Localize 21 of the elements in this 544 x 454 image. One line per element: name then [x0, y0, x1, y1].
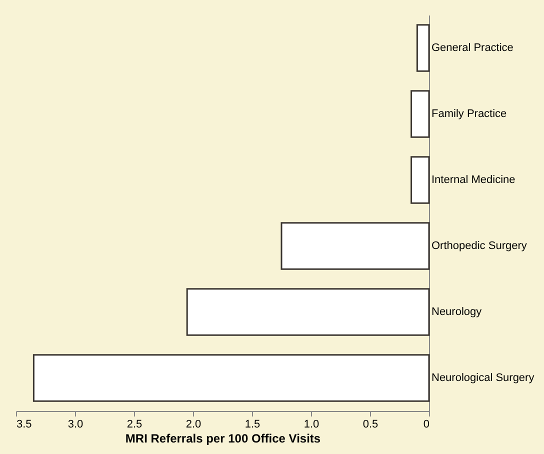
x-axis-title: MRI Referrals per 100 Office Visits	[125, 432, 321, 446]
x-tick-label: 0.5	[362, 418, 378, 430]
x-tick-label: 1.5	[244, 418, 260, 430]
bar	[410, 156, 430, 204]
x-tick-label: 3.5	[16, 418, 32, 430]
bar	[32, 354, 430, 402]
bar	[410, 90, 430, 138]
bar	[280, 222, 430, 270]
x-tick-label: 3.0	[68, 418, 84, 430]
y-tick-label: General Practice	[432, 42, 514, 54]
y-tick-label: Family Practice	[432, 108, 507, 120]
y-tick-label: Orthopedic Surgery	[432, 240, 528, 252]
y-tick-label: Neurological Surgery	[432, 372, 535, 384]
bar	[416, 24, 430, 72]
x-tick-label: 2.5	[126, 418, 142, 430]
x-tick-label: 2.0	[186, 418, 202, 430]
x-tick-label: 1.0	[304, 418, 320, 430]
x-tick-label: 0	[423, 418, 430, 430]
y-tick-label: Neurology	[432, 306, 482, 318]
y-tick-label: Internal Medicine	[432, 174, 516, 186]
bar	[186, 288, 430, 336]
